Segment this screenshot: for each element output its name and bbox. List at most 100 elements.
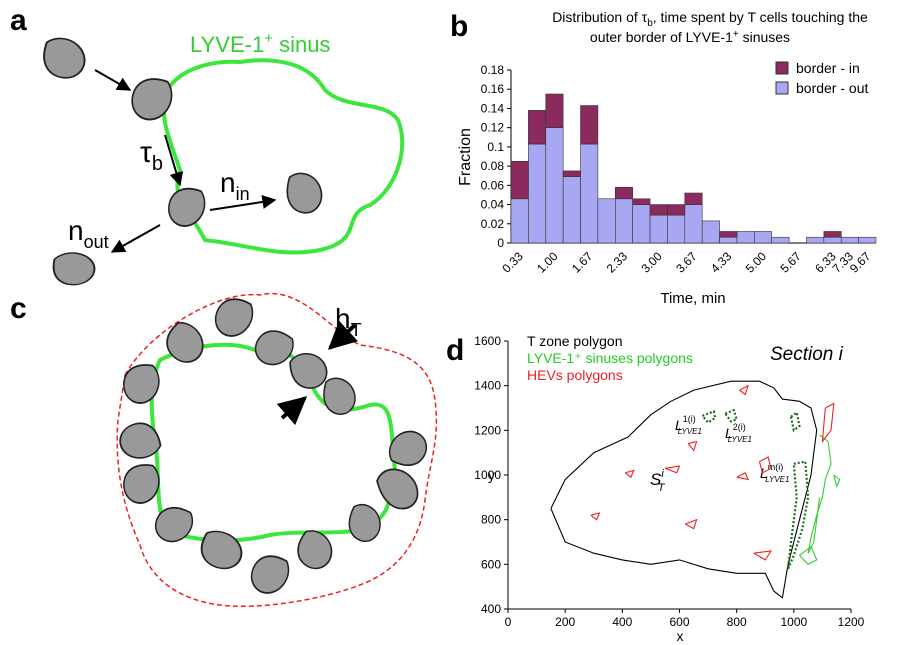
- chart-title: outer border of LYVE-1+ sinuses: [590, 29, 790, 45]
- arrow: [276, 396, 308, 426]
- x-tick-label: 0.33: [499, 249, 526, 276]
- bar: [649, 204, 668, 216]
- bar: [736, 231, 755, 244]
- y-axis-label: Fraction: [457, 128, 474, 186]
- bar: [701, 220, 720, 244]
- text: i: [661, 468, 664, 480]
- text: T: [351, 320, 362, 340]
- cell: [119, 461, 164, 507]
- polygon: [701, 409, 717, 424]
- arrow: [164, 134, 184, 187]
- x-tick-label: 2.33: [604, 249, 631, 276]
- x-tick-label: 4.33: [708, 249, 735, 276]
- x-tick-label: 9.67: [847, 249, 874, 276]
- panel-label: c: [10, 292, 27, 325]
- text: , time spent by T cells touching the: [653, 9, 868, 25]
- x-tick-label: 3.67: [673, 249, 700, 276]
- text: +: [264, 30, 273, 47]
- bar: [858, 236, 877, 244]
- bar: [510, 161, 529, 200]
- text: in: [236, 184, 250, 204]
- polygon: [789, 410, 801, 433]
- cell: [119, 361, 164, 407]
- bar: [614, 186, 633, 200]
- text: 2(i): [733, 422, 746, 432]
- bar: [545, 93, 564, 128]
- y-tick-label: 800: [481, 513, 501, 527]
- bar: [684, 192, 703, 205]
- text: LYVE1: [728, 435, 752, 444]
- y-tick-label: 1400: [474, 379, 501, 393]
- polygon: [590, 512, 601, 521]
- bar: [719, 231, 738, 238]
- polygon: [687, 440, 698, 452]
- text: τ: [140, 136, 152, 169]
- polygon: [799, 545, 818, 565]
- bar: [823, 236, 842, 244]
- polygon: [550, 380, 818, 599]
- text: L: [760, 465, 768, 481]
- y-tick-label: 0.18: [481, 63, 505, 77]
- bar: [597, 198, 616, 244]
- y-tick-label: 0.1: [487, 140, 504, 154]
- x-tick-label: 0: [505, 615, 512, 629]
- arrow: [94, 69, 132, 91]
- polygon: [664, 465, 681, 474]
- cell: [50, 248, 98, 289]
- bar: [684, 204, 703, 244]
- text: b: [647, 18, 653, 29]
- y-tick-label: 0.06: [481, 178, 505, 192]
- cell: [211, 295, 256, 341]
- text: h: [335, 303, 351, 334]
- polygon-label: Lm(i) LYVE1: [760, 462, 789, 484]
- bar: [510, 198, 529, 244]
- chart-title: Distribution of τb, time spent by T cell…: [552, 9, 868, 29]
- bar: [823, 231, 842, 238]
- polygon: [739, 384, 750, 396]
- legend-label: T zone polygon: [527, 333, 622, 349]
- bar: [632, 204, 651, 244]
- cell: [197, 528, 246, 573]
- polygon-label: L2(i) LYVE1: [725, 422, 752, 444]
- y-tick-label: 0.16: [481, 82, 505, 96]
- text: sinuses: [739, 29, 790, 45]
- y-tick-label: 1000: [474, 468, 501, 482]
- text: Distribution of τ: [552, 9, 647, 25]
- text: L: [675, 417, 683, 433]
- panel-label: d: [446, 334, 464, 367]
- bar: [562, 176, 581, 244]
- cell: [159, 317, 212, 369]
- text: n: [220, 167, 236, 198]
- cell: [286, 172, 323, 214]
- outer-border: [116, 292, 438, 608]
- bar: [545, 127, 564, 244]
- text: 1(i): [683, 414, 696, 424]
- annotation: Section i: [770, 344, 844, 365]
- cell: [323, 377, 356, 415]
- x-tick-label: 1.00: [534, 249, 561, 276]
- polygon-label: L1(i) LYVE1: [675, 414, 702, 436]
- y-tick-label: 0.12: [481, 121, 505, 135]
- polygon: [833, 474, 841, 488]
- text: L: [725, 425, 733, 441]
- text: +: [733, 29, 739, 40]
- y-axis-label: y: [488, 467, 495, 483]
- x-tick-label: 5.67: [777, 249, 804, 276]
- y-tick-label: 0.04: [481, 198, 505, 212]
- cell: [386, 427, 430, 470]
- bar: [632, 198, 651, 205]
- text: outer border of LYVE-1: [590, 29, 733, 45]
- legend-swatch: [775, 81, 789, 95]
- polygon: [821, 402, 835, 444]
- text: LYVE-1: [190, 32, 264, 57]
- arrow: [110, 224, 161, 253]
- bar: [840, 236, 859, 244]
- y-tick-label: 400: [481, 602, 501, 616]
- region-label: Si T: [650, 468, 666, 494]
- bar: [754, 231, 773, 244]
- bar: [528, 110, 547, 145]
- x-tick-label: 1200: [838, 615, 865, 629]
- y-tick-label: 0.14: [481, 101, 505, 115]
- bar: [771, 236, 790, 244]
- x-tick-label: 3.00: [638, 249, 665, 276]
